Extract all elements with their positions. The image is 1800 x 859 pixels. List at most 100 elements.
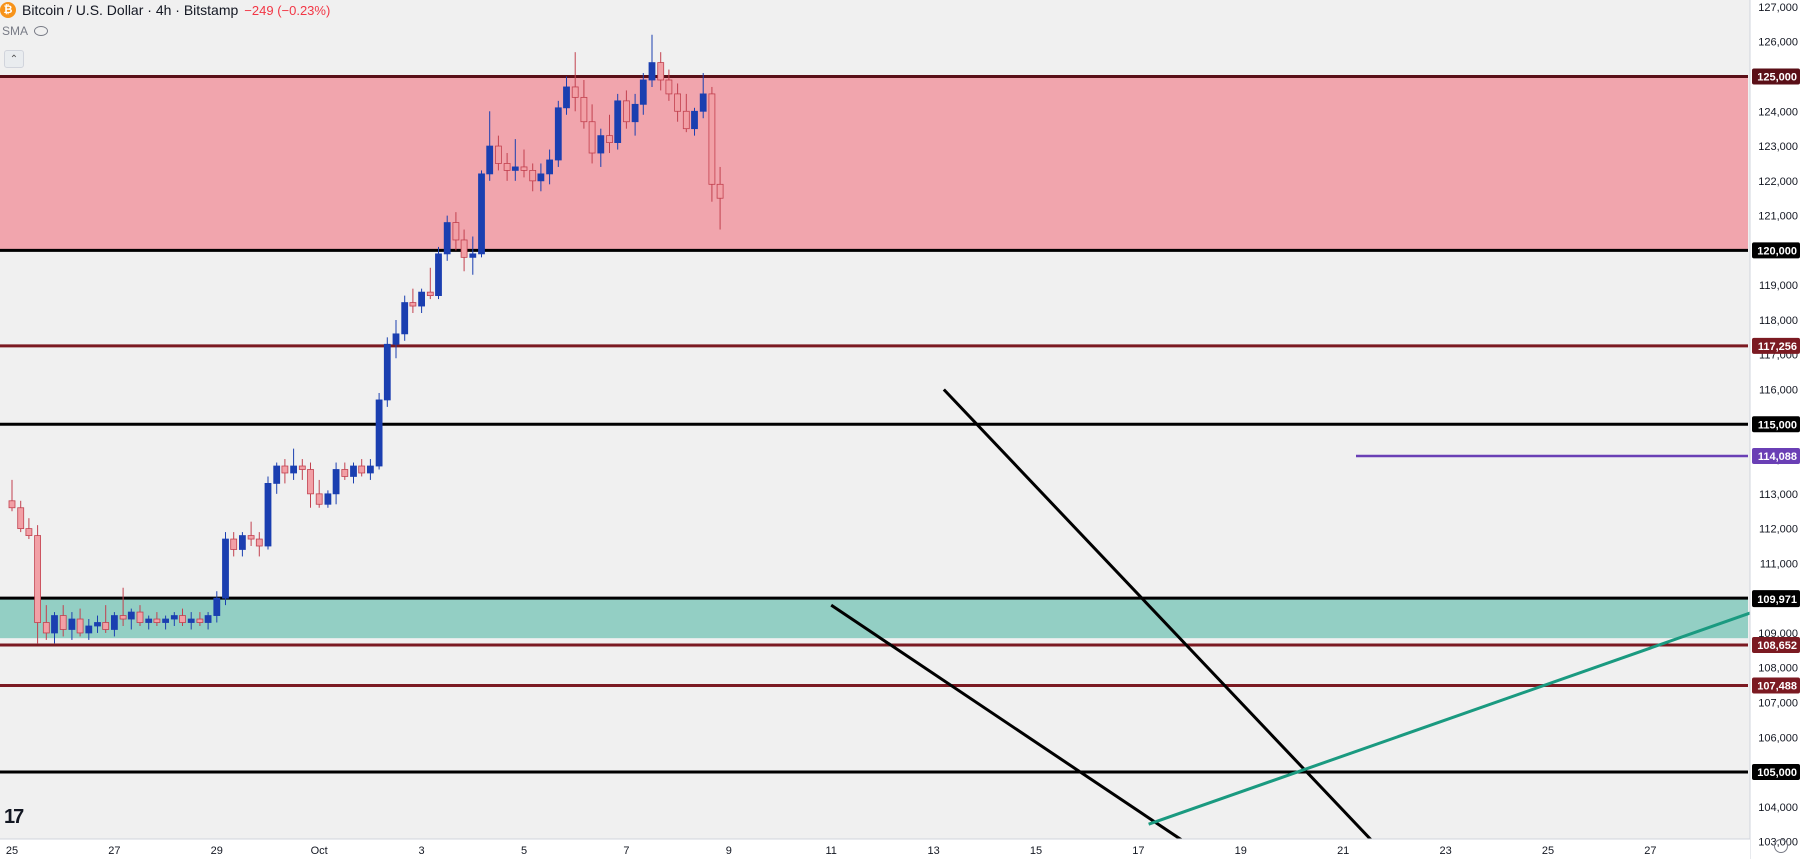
candle-up [597,135,605,154]
candle-down [247,535,255,540]
time-axis-bg [0,839,1750,859]
candle-down [42,622,50,634]
level-tag: 108,652 [1757,640,1797,652]
candle-up [290,465,298,474]
x-tick-label: 25 [6,845,18,857]
candle-up [375,399,383,467]
candle-up [614,100,622,143]
x-tick-label: 19 [1235,845,1247,857]
candle-up [187,618,195,623]
level-tag-bg [1752,337,1800,354]
x-tick-label: 27 [1644,845,1656,857]
candle-up [127,611,135,620]
chart-header: ₿ Bitcoin / U.S. Dollar · 4h · Bitstamp … [0,0,330,20]
y-tick-label: 107,000 [1758,698,1798,710]
candle-up [435,253,442,297]
candle-down [136,611,144,623]
level-tag: 107,488 [1757,681,1797,693]
candle-up [383,343,391,401]
candle-up [94,622,101,627]
candle-down [674,93,681,112]
candle-down [665,79,673,95]
settings-icon[interactable] [1774,839,1788,853]
candle-down [119,615,127,620]
level-tag: 117,256 [1758,341,1797,353]
x-tick-label: 7 [623,845,629,857]
candle-down [716,183,724,199]
y-tick-label: 108,000 [1758,663,1798,675]
candle-down [255,538,263,547]
candle-down [298,465,306,470]
candle-down [153,618,161,623]
candle-down [281,465,289,474]
price-tags-layer: 125,000120,000117,256115,000110,000108,6… [1752,68,1800,781]
candle-up [401,302,409,335]
y-tick-label: 104,000 [1758,802,1798,814]
x-tick-label: 17 [1132,845,1144,857]
candle-down [341,469,349,477]
trendline [942,388,1391,859]
indicator-row[interactable]: SMA [2,24,49,38]
pivot-tag: 114,088 [1758,451,1797,463]
candle-up [648,62,656,81]
level-tag: 115,000 [1758,419,1797,431]
collapse-chevron-icon[interactable]: ⌃ [4,50,24,68]
candle-down [196,618,204,623]
y-tick-label: 113,000 [1759,489,1798,501]
candle-up [111,615,118,630]
candle-down [606,135,613,143]
candle-up [332,469,340,495]
candle-up [392,333,400,345]
candle-up [222,538,229,599]
x-tick-label: 29 [211,845,223,857]
x-tick-label: 11 [825,845,836,857]
bitcoin-icon: ₿ [0,2,16,18]
eye-icon[interactable] [34,26,49,36]
x-tick-label: Oct [311,845,328,857]
tradingview-logo-icon: 17 [4,806,24,828]
level-tag: 125,000 [1757,72,1797,84]
candle-down [102,622,110,630]
candle-up [537,173,545,182]
y-tick-label: 122,000 [1758,176,1798,188]
candle-up [85,625,93,634]
y-tick-label: 123,000 [1758,141,1798,153]
candle-up [699,93,707,112]
candle-up [238,535,246,550]
level-tag-bg [1752,242,1800,259]
candle-down [708,93,716,185]
x-tick-label: 23 [1439,845,1451,857]
level-tag-bg [1752,68,1800,85]
y-tick-label: 116,000 [1759,385,1798,397]
symbol-title[interactable]: Bitcoin / U.S. Dollar · 4h · Bitstamp [22,2,239,18]
candle-up [691,110,698,130]
support-zone [0,598,1748,639]
level-tag-bg [1752,637,1800,654]
candle-up [511,166,519,171]
candle-down [657,62,665,81]
current-price-tag-bg [1752,591,1800,608]
y-tick-label: 124,000 [1758,106,1798,118]
candle-up [51,615,58,634]
levels-layer [0,75,1748,774]
level-tag-bg [1752,677,1800,694]
y-tick-label: 111,000 [1760,558,1798,570]
time-axis[interactable]: 25 27 29 Oct 3 5 7 9 11 13 15 17 19 21 23 25 27 [0,838,1750,859]
trendlines-layer [830,388,1754,859]
candle-down [59,615,67,630]
x-tick-label: 21 [1337,845,1349,857]
y-tick-label: 119,000 [1759,280,1798,292]
candle-up [639,79,647,105]
candle-down [8,500,16,509]
candle-down [76,618,84,634]
candle-down [529,170,537,182]
y-tick-label: 109,000 [1758,628,1798,640]
indicator-label[interactable]: SMA [2,24,29,38]
candle-up [546,159,553,175]
x-tick-label: 27 [108,845,120,857]
candle-down [520,166,528,171]
y-tick-label: 121,000 [1758,211,1798,223]
x-tick-label: 3 [419,845,425,857]
candle-down [682,110,690,130]
